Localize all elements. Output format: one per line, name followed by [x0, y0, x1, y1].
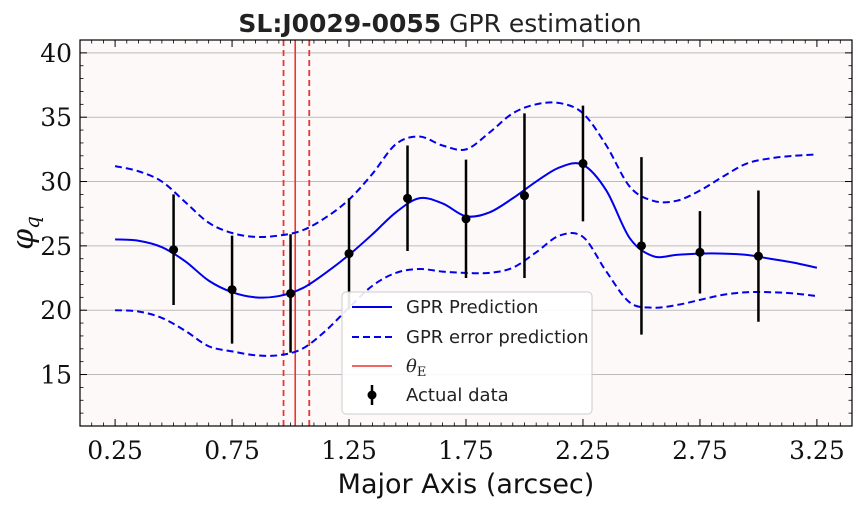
legend-swatch-data-marker — [367, 390, 377, 400]
chart-title-rest: GPR estimation — [441, 9, 641, 38]
x-tick-labels: 0.25 0.75 1.25 1.75 2.25 2.75 3.25 — [87, 436, 844, 465]
legend: GPR Prediction GPR error prediction θE A… — [341, 291, 593, 415]
legend-label-error: GPR error prediction — [406, 327, 589, 348]
x-axis-label: Major Axis (arcsec) — [338, 469, 595, 500]
y-axis-label-sub: q — [20, 216, 44, 229]
y-tick-label-30: 30 — [40, 168, 72, 197]
data-point-5 — [461, 214, 471, 224]
y-axis-label: φq — [6, 216, 44, 250]
chart-title-bold: SL:J0029-0055 — [238, 9, 441, 38]
series-error-upper — [114, 101, 817, 238]
x-tick-label-1.25: 1.25 — [321, 436, 377, 465]
y-tick-label-40: 40 — [40, 39, 72, 68]
x-tick-label-2.25: 2.25 — [555, 436, 611, 465]
x-tick-label-2.75: 2.75 — [672, 436, 728, 465]
legend-label-theta-sub: E — [417, 365, 427, 380]
y-tick-label-20: 20 — [40, 296, 72, 325]
data-point-0 — [169, 245, 179, 255]
data-point-8 — [636, 241, 646, 251]
x-tick-label-3.25: 3.25 — [789, 436, 845, 465]
y-tick-labels: 15 20 25 30 35 40 — [40, 39, 72, 390]
data-point-6 — [519, 191, 529, 201]
data-layer — [169, 105, 763, 353]
data-point-9 — [695, 247, 705, 257]
legend-label-theta-main: θ — [406, 356, 417, 377]
x-tick-label-0.75: 0.75 — [204, 436, 260, 465]
legend-box — [341, 291, 593, 415]
y-tick-label-15: 15 — [40, 361, 72, 390]
tick-layer — [79, 39, 853, 427]
legend-label-prediction: GPR Prediction — [406, 297, 538, 318]
legend-label-data: Actual data — [406, 385, 509, 406]
legend-label-theta: θE — [406, 356, 426, 380]
chart-title: SL:J0029-0055 GPR estimation — [238, 9, 641, 38]
data-point-4 — [403, 193, 413, 203]
x-tick-label-1.75: 1.75 — [438, 436, 494, 465]
y-tick-label-25: 25 — [40, 232, 72, 261]
data-point-10 — [753, 251, 763, 261]
data-point-1 — [227, 285, 237, 295]
y-tick-label-35: 35 — [40, 103, 72, 132]
data-point-2 — [286, 288, 296, 298]
y-axis-label-main: φ — [6, 229, 41, 250]
data-point-7 — [578, 159, 588, 169]
data-point-3 — [344, 249, 354, 259]
x-tick-label-0.25: 0.25 — [87, 436, 143, 465]
